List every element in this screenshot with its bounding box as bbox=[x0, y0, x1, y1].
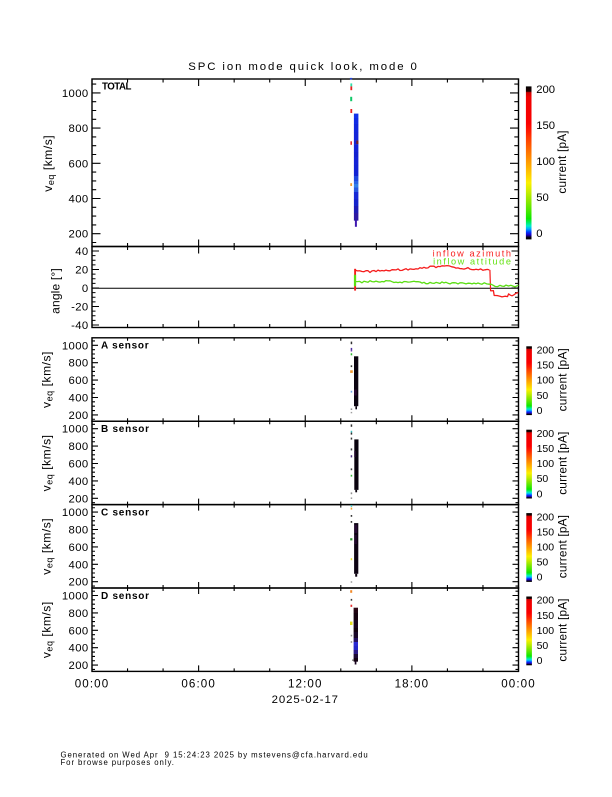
svg-text:1000: 1000 bbox=[62, 340, 89, 352]
svg-text:150: 150 bbox=[537, 443, 555, 455]
svg-text:200: 200 bbox=[537, 511, 555, 523]
svg-text:current [pA]: current [pA] bbox=[556, 431, 570, 494]
svg-text:200: 200 bbox=[69, 660, 89, 672]
svg-text:0: 0 bbox=[537, 405, 543, 417]
svg-text:800: 800 bbox=[69, 525, 89, 537]
svg-text:C sensor: C sensor bbox=[101, 508, 150, 519]
svg-text:B sensor: B sensor bbox=[101, 424, 150, 435]
svg-text:100: 100 bbox=[537, 375, 555, 387]
svg-text:150: 150 bbox=[536, 120, 555, 132]
svg-text:Generated on Wed Apr 9 15:24:: Generated on Wed Apr 9 15:24:23 2025 by … bbox=[61, 750, 369, 759]
svg-text:veq [km/s]: veq [km/s] bbox=[40, 518, 55, 575]
svg-text:inflow azimuth: inflow azimuth bbox=[433, 248, 513, 258]
svg-text:00:00: 00:00 bbox=[75, 677, 110, 690]
svg-text:50: 50 bbox=[537, 473, 549, 485]
svg-text:40: 40 bbox=[75, 246, 88, 258]
svg-text:12:00: 12:00 bbox=[288, 677, 323, 690]
svg-text:D sensor: D sensor bbox=[101, 591, 150, 602]
svg-text:veq [km/s]: veq [km/s] bbox=[40, 351, 55, 408]
svg-text:50: 50 bbox=[537, 640, 549, 652]
svg-text:600: 600 bbox=[69, 158, 89, 170]
svg-text:angle [°]: angle [°] bbox=[49, 268, 63, 314]
svg-text:600: 600 bbox=[69, 375, 89, 387]
svg-text:1000: 1000 bbox=[62, 507, 89, 519]
svg-text:2025-02-17: 2025-02-17 bbox=[272, 694, 339, 706]
svg-text:600: 600 bbox=[69, 542, 89, 554]
svg-text:50: 50 bbox=[537, 390, 549, 402]
svg-text:150: 150 bbox=[537, 526, 555, 538]
svg-text:0: 0 bbox=[82, 283, 89, 295]
svg-text:400: 400 bbox=[69, 559, 89, 571]
svg-text:1000: 1000 bbox=[62, 591, 89, 603]
svg-text:current [pA]: current [pA] bbox=[556, 348, 570, 411]
svg-text:400: 400 bbox=[69, 194, 89, 206]
svg-text:400: 400 bbox=[69, 393, 89, 405]
svg-text:1000: 1000 bbox=[62, 88, 89, 100]
svg-text:1000: 1000 bbox=[62, 424, 89, 436]
svg-text:100: 100 bbox=[537, 625, 555, 637]
svg-text:800: 800 bbox=[69, 441, 89, 453]
svg-text:200: 200 bbox=[69, 493, 89, 505]
svg-text:100: 100 bbox=[536, 156, 555, 168]
svg-text:600: 600 bbox=[69, 625, 89, 637]
svg-text:400: 400 bbox=[69, 643, 89, 655]
svg-text:current [pA]: current [pA] bbox=[556, 515, 570, 578]
svg-text:veq [km/s]: veq [km/s] bbox=[40, 601, 55, 658]
svg-text:800: 800 bbox=[69, 608, 89, 620]
svg-text:150: 150 bbox=[537, 360, 555, 372]
svg-text:200: 200 bbox=[537, 428, 555, 440]
svg-text:TOTAL: TOTAL bbox=[102, 81, 131, 92]
svg-text:400: 400 bbox=[69, 476, 89, 488]
svg-text:200: 200 bbox=[69, 410, 89, 422]
svg-text:100: 100 bbox=[537, 542, 555, 554]
svg-text:200: 200 bbox=[537, 595, 555, 607]
svg-text:800: 800 bbox=[69, 123, 89, 135]
svg-text:0: 0 bbox=[537, 488, 543, 500]
svg-text:200: 200 bbox=[536, 84, 555, 96]
svg-text:150: 150 bbox=[537, 610, 555, 622]
svg-text:0: 0 bbox=[536, 228, 542, 240]
svg-text:0: 0 bbox=[537, 572, 543, 584]
svg-text:00:00: 00:00 bbox=[501, 677, 536, 690]
svg-text:-20: -20 bbox=[71, 302, 89, 314]
svg-text:18:00: 18:00 bbox=[395, 677, 430, 690]
svg-text:200: 200 bbox=[69, 229, 89, 241]
svg-text:50: 50 bbox=[536, 192, 549, 204]
svg-text:SPC ion mode quick look, mode: SPC ion mode quick look, mode 0 bbox=[188, 61, 418, 73]
svg-text:50: 50 bbox=[537, 557, 549, 569]
svg-text:06:00: 06:00 bbox=[181, 677, 216, 690]
svg-text:20: 20 bbox=[75, 265, 88, 277]
svg-text:current [pA]: current [pA] bbox=[556, 598, 570, 661]
svg-text:A sensor: A sensor bbox=[101, 341, 149, 352]
svg-text:600: 600 bbox=[69, 459, 89, 471]
svg-text:inflow attitude: inflow attitude bbox=[433, 257, 512, 267]
svg-text:100: 100 bbox=[537, 458, 555, 470]
svg-text:0: 0 bbox=[537, 655, 543, 667]
svg-text:veq [km/s]: veq [km/s] bbox=[41, 135, 56, 192]
svg-text:For browse purposes only.: For browse purposes only. bbox=[61, 758, 175, 767]
svg-text:200: 200 bbox=[537, 345, 555, 357]
svg-text:-40: -40 bbox=[71, 320, 89, 332]
svg-text:veq [km/s]: veq [km/s] bbox=[40, 434, 55, 491]
svg-text:800: 800 bbox=[69, 358, 89, 370]
svg-text:200: 200 bbox=[69, 577, 89, 589]
svg-text:current [pA]: current [pA] bbox=[555, 130, 569, 193]
